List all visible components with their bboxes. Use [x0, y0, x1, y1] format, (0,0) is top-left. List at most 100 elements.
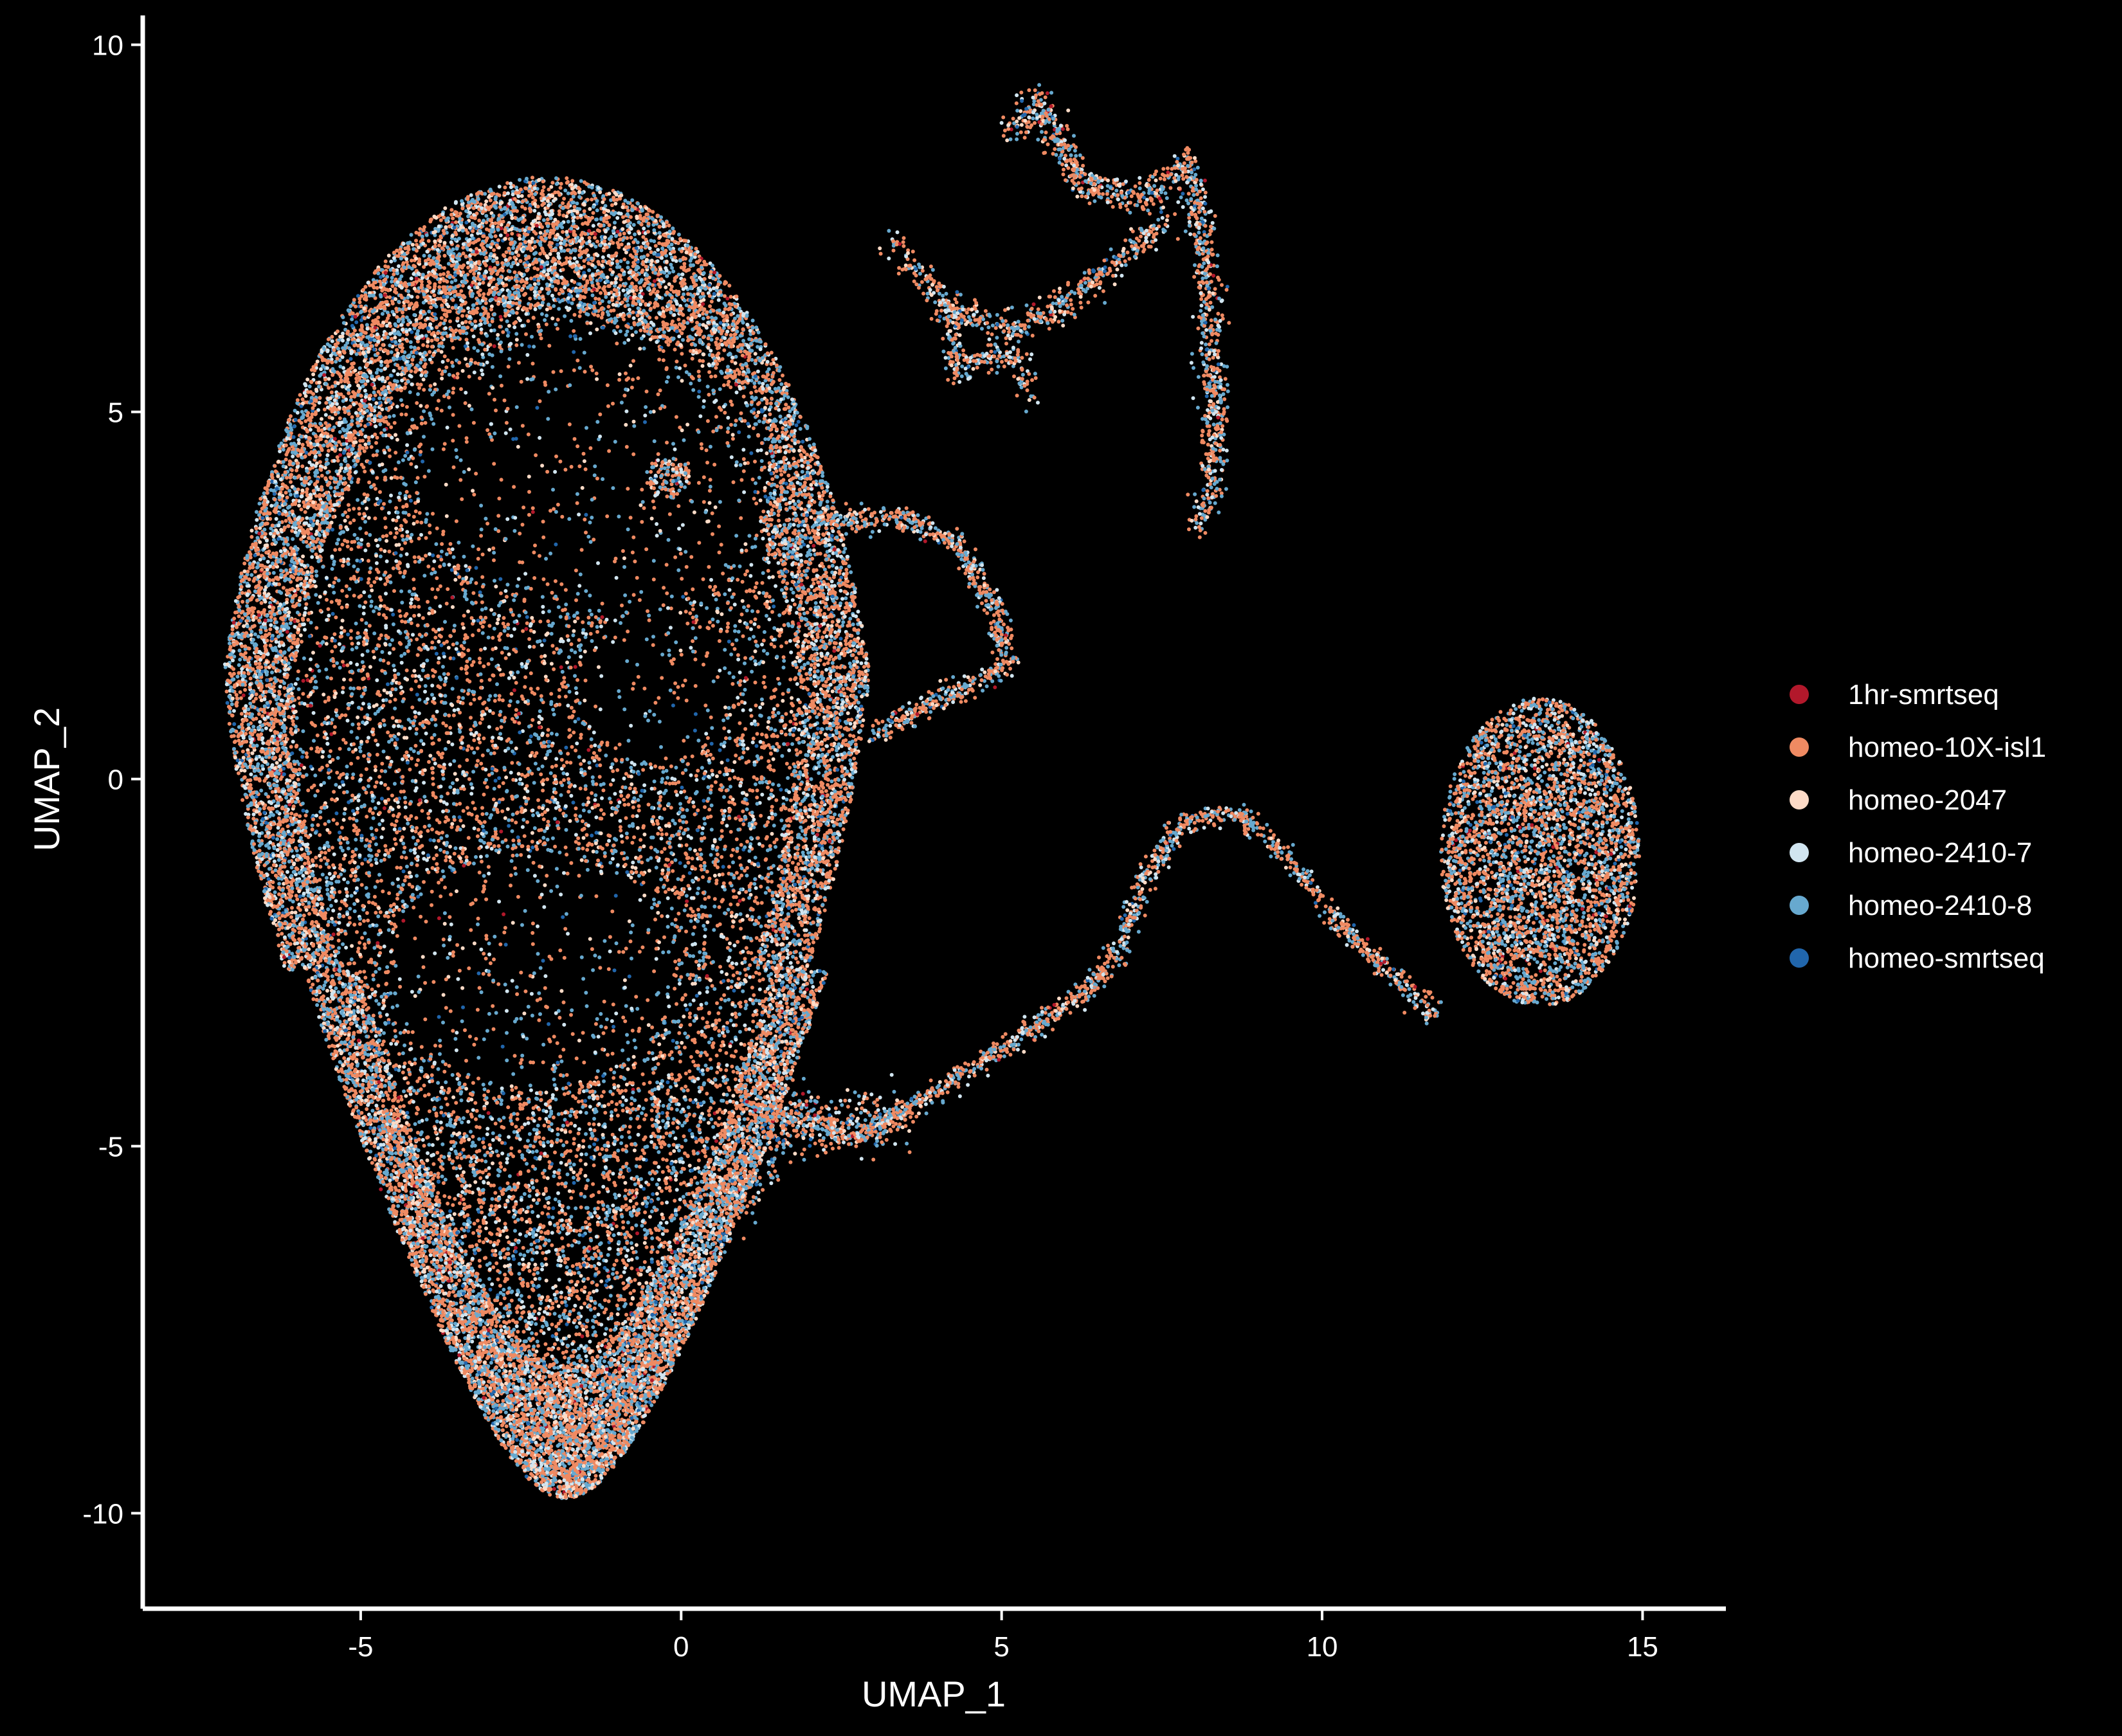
data-point: [264, 792, 268, 796]
data-point: [455, 372, 460, 376]
data-point: [350, 692, 354, 696]
data-point: [542, 638, 547, 643]
data-point: [354, 379, 359, 384]
data-point: [774, 798, 779, 802]
data-point: [430, 889, 434, 894]
data-point: [712, 987, 717, 991]
data-point: [278, 449, 282, 453]
data-point: [475, 1218, 480, 1223]
data-point: [757, 916, 761, 919]
data-point: [391, 518, 395, 522]
data-point: [449, 825, 454, 829]
data-point: [385, 559, 389, 563]
data-point: [458, 802, 462, 806]
data-point: [835, 535, 839, 539]
data-point: [516, 835, 520, 840]
data-point: [444, 808, 449, 813]
data-point: [382, 806, 386, 810]
data-point: [358, 402, 362, 406]
data-point: [784, 761, 789, 766]
data-point: [599, 624, 603, 629]
data-point: [477, 871, 482, 874]
data-point: [615, 216, 620, 220]
data-point: [272, 859, 277, 863]
data-point: [565, 176, 569, 181]
data-point: [700, 446, 704, 451]
data-point: [539, 772, 543, 777]
data-point: [431, 512, 435, 516]
data-point: [529, 687, 533, 691]
data-point: [295, 584, 300, 588]
data-point: [455, 1077, 460, 1081]
data-point: [296, 669, 300, 674]
data-point: [624, 445, 629, 449]
data-point: [360, 936, 365, 940]
data-point: [597, 955, 602, 959]
data-point: [806, 826, 811, 829]
data-point: [481, 1240, 485, 1245]
data-point: [705, 1091, 709, 1096]
data-point: [453, 1197, 457, 1201]
data-point: [793, 532, 797, 536]
data-point: [487, 973, 491, 977]
data-point: [683, 864, 687, 869]
data-point: [479, 527, 484, 532]
data-point: [669, 764, 673, 768]
data-point: [771, 782, 775, 786]
data-point: [652, 305, 657, 309]
data-point: [625, 757, 630, 761]
data-point: [346, 706, 350, 710]
data-point: [826, 782, 830, 787]
data-point: [650, 1025, 655, 1029]
data-point: [671, 1121, 675, 1125]
data-point: [433, 635, 438, 640]
data-point: [612, 1233, 616, 1238]
data-point: [372, 894, 377, 899]
data-point: [332, 581, 336, 585]
data-point: [673, 555, 678, 559]
data-point: [438, 1038, 442, 1043]
data-point: [564, 827, 568, 832]
data-point: [731, 480, 736, 484]
data-point: [385, 1183, 390, 1188]
data-point: [698, 991, 702, 995]
data-point: [490, 1197, 494, 1201]
data-point: [679, 1216, 684, 1221]
data-point: [729, 902, 733, 907]
data-point: [784, 640, 788, 645]
data-point: [350, 317, 354, 321]
data-point: [623, 1180, 628, 1185]
data-point: [635, 575, 639, 580]
data-point: [588, 1105, 592, 1109]
data-point: [316, 823, 320, 827]
data-point: [342, 877, 347, 882]
data-point: [486, 662, 491, 666]
data-point: [770, 610, 774, 614]
data-point: [316, 601, 320, 605]
data-point: [444, 1006, 448, 1010]
data-point: [707, 489, 712, 493]
data-point: [839, 588, 843, 593]
data-point: [720, 371, 724, 375]
data-point: [518, 1276, 523, 1281]
data-point: [360, 660, 365, 664]
data-point: [582, 459, 586, 464]
data-point: [632, 763, 637, 767]
data-point: [430, 1143, 435, 1147]
data-point: [385, 981, 388, 986]
data-point: [741, 692, 745, 696]
data-point: [565, 760, 569, 764]
data-point: [676, 317, 681, 321]
data-point: [671, 818, 675, 823]
data-point: [478, 721, 482, 725]
data-point: [774, 845, 777, 849]
data-point: [642, 1117, 647, 1121]
data-point: [374, 1153, 379, 1158]
data-point: [620, 603, 624, 608]
points-layer: [222, 83, 1642, 1500]
data-point: [496, 1277, 500, 1281]
data-point: [757, 476, 761, 480]
data-point: [374, 861, 379, 865]
data-point: [329, 485, 333, 490]
